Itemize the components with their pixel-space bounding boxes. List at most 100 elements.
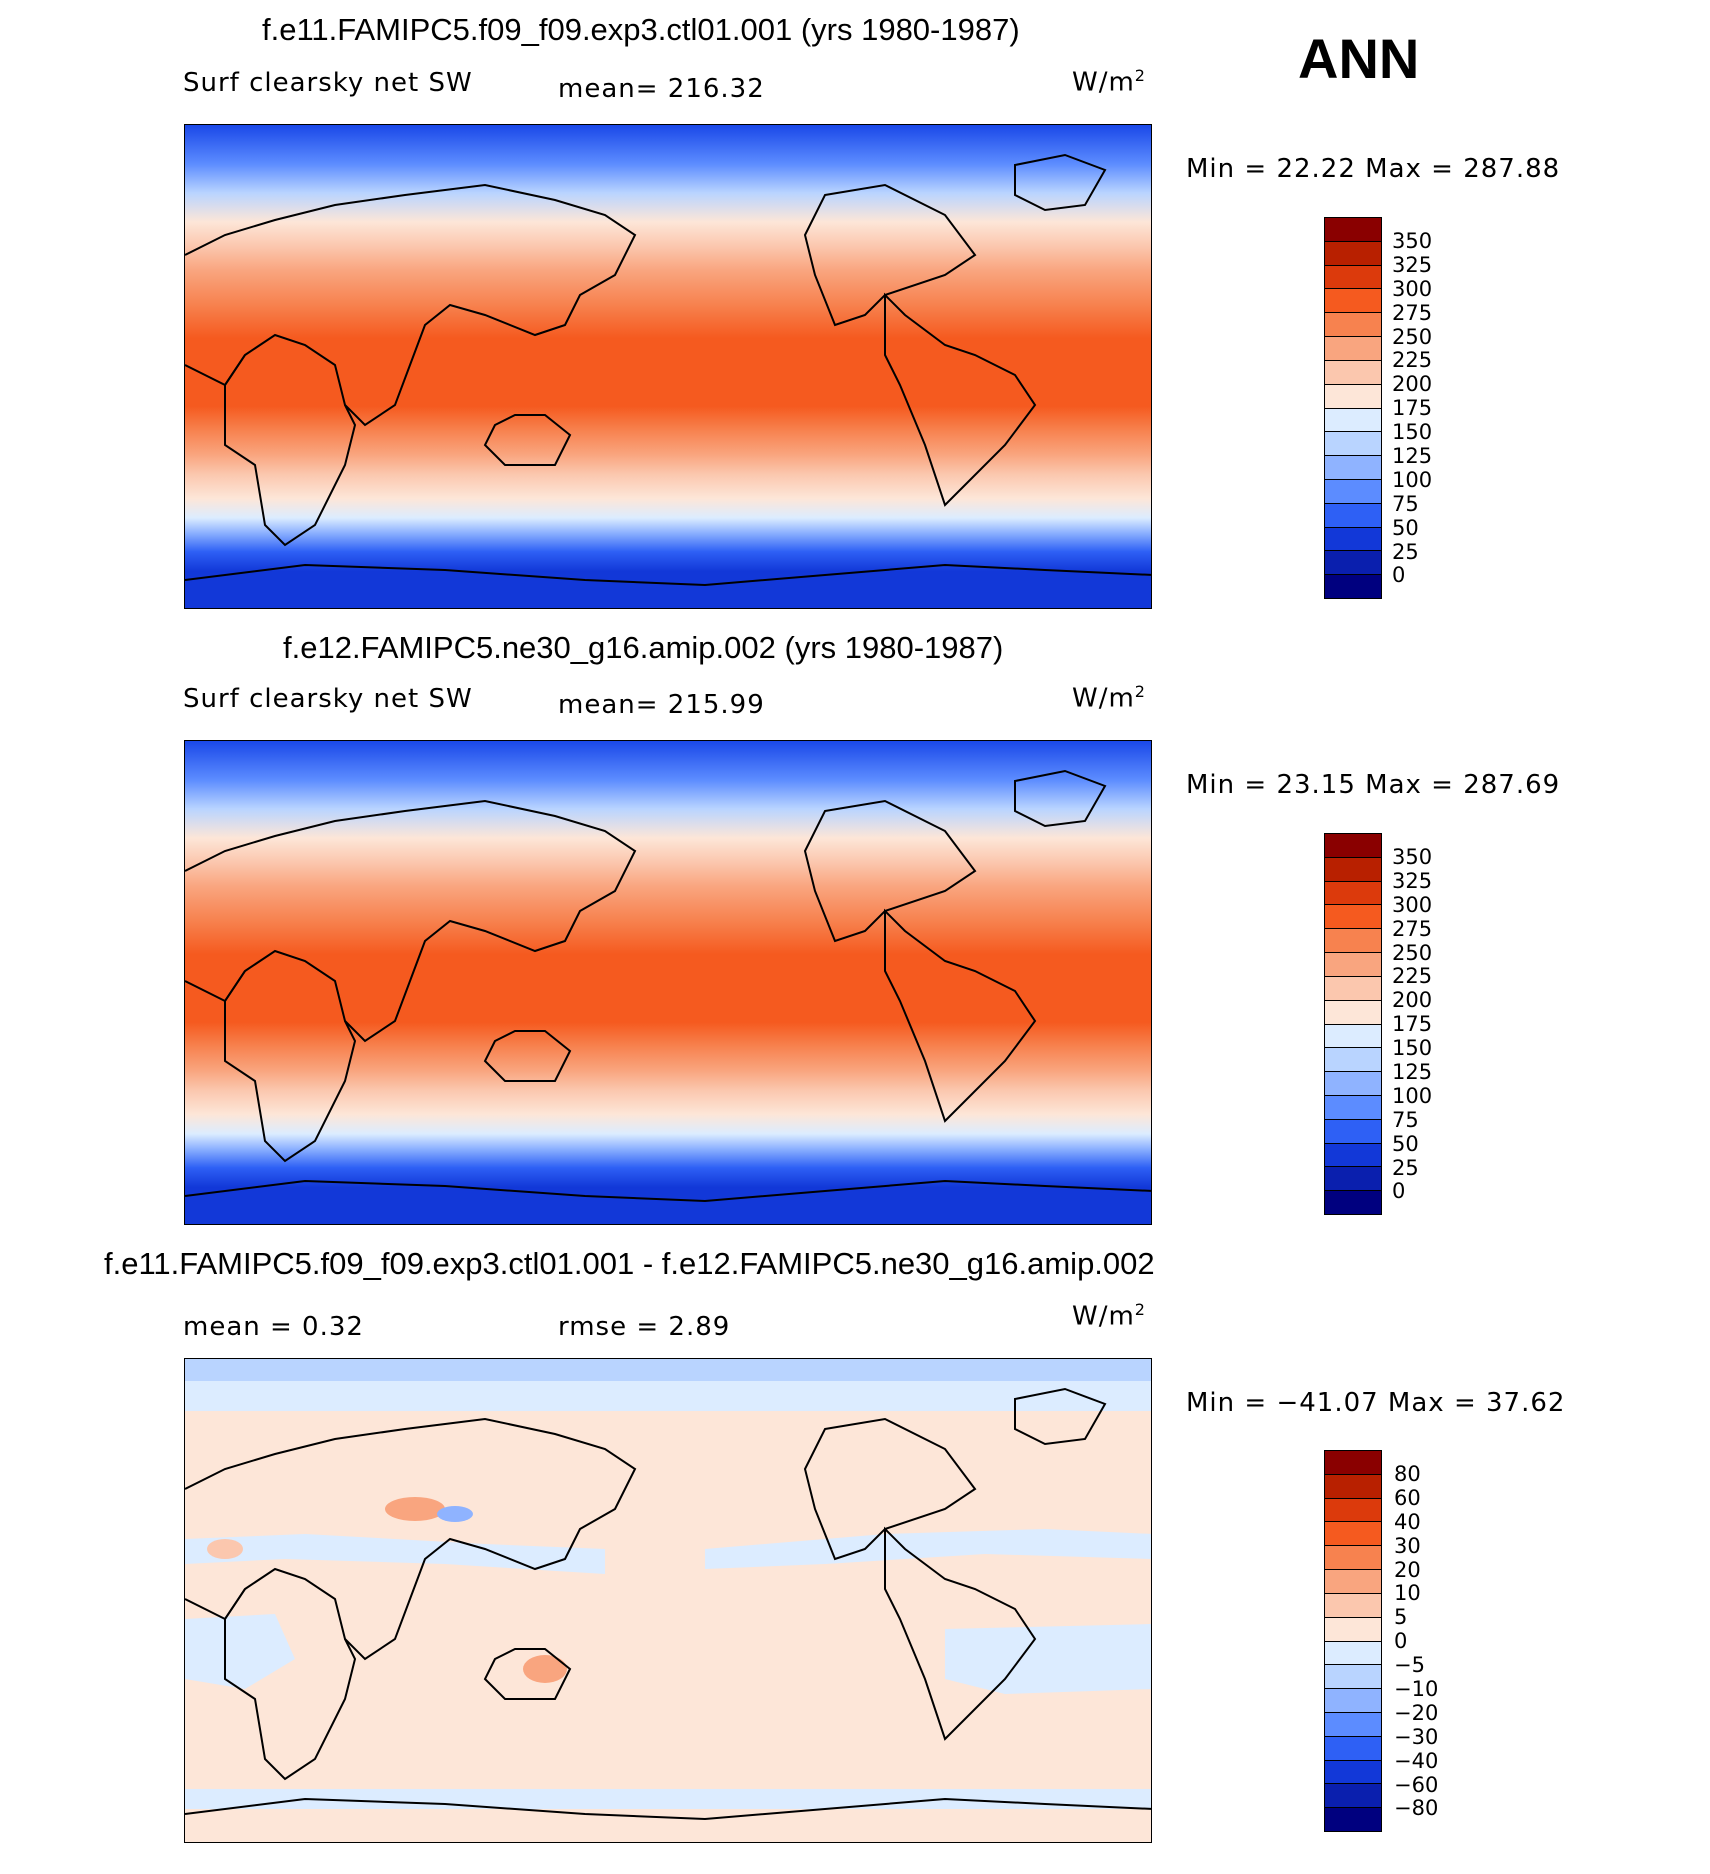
cb-tick: 150 bbox=[1392, 420, 1433, 445]
cb-tick: 0 bbox=[1392, 1179, 1406, 1204]
panel-3-map-svg bbox=[185, 1359, 1151, 1842]
panel-1-colorbar bbox=[1324, 217, 1382, 599]
cb-tick: 250 bbox=[1392, 940, 1433, 965]
panel-2-mean: mean= 215.99 bbox=[558, 690, 765, 720]
cb-tick: 10 bbox=[1394, 1581, 1421, 1606]
cb3-swatch bbox=[1325, 1689, 1381, 1713]
panel-2-variable: Surf clearsky net SW bbox=[183, 684, 473, 714]
cb-tick: −5 bbox=[1394, 1653, 1425, 1678]
cb-tick: 125 bbox=[1392, 1060, 1433, 1085]
cb2-swatch bbox=[1325, 881, 1381, 906]
cb-tick: 300 bbox=[1392, 892, 1433, 917]
cb3-swatch bbox=[1325, 1808, 1381, 1831]
cb-tick: 75 bbox=[1392, 491, 1419, 516]
cb-tick: 350 bbox=[1392, 845, 1433, 869]
cb-tick: 80 bbox=[1394, 1462, 1421, 1486]
cb1-swatch bbox=[1325, 265, 1381, 290]
panel-3-colorbar-labels: 80 60 40 30 20 10 5 0 −5 −10 −20 −30 −40… bbox=[1394, 1462, 1438, 1820]
cb2-swatch bbox=[1325, 1095, 1381, 1120]
cb1-swatch bbox=[1325, 527, 1381, 552]
season-label: ANN bbox=[1298, 27, 1420, 90]
cb-tick: −60 bbox=[1394, 1772, 1439, 1797]
cb3-swatch bbox=[1325, 1784, 1381, 1809]
panel-2-map-svg bbox=[185, 741, 1151, 1224]
cb-tick: 40 bbox=[1394, 1509, 1421, 1534]
cb2-swatch bbox=[1325, 976, 1381, 1001]
cb2-swatch bbox=[1325, 1167, 1381, 1192]
cb2-swatch bbox=[1325, 1143, 1381, 1168]
cb2-swatch bbox=[1325, 1191, 1381, 1214]
panel-2-colorbar-labels: 350 325 300 275 250 225 200 175 150 125 … bbox=[1392, 845, 1432, 1203]
cb-tick: 200 bbox=[1392, 988, 1433, 1013]
cb-tick: 325 bbox=[1392, 868, 1433, 893]
cb2-swatch bbox=[1325, 905, 1381, 930]
cb1-swatch bbox=[1325, 432, 1381, 457]
panel-3-title: f.e11.FAMIPC5.f09_f09.exp3.ctl01.001 - f… bbox=[104, 1246, 1155, 1281]
panel-3-colorbar bbox=[1324, 1450, 1382, 1832]
panel-1-units: W/m2 bbox=[1072, 66, 1146, 98]
cb-tick: 125 bbox=[1392, 444, 1433, 469]
cb1-swatch bbox=[1325, 360, 1381, 385]
panel-1-mean: mean= 216.32 bbox=[558, 74, 765, 104]
cb-tick: 0 bbox=[1394, 1629, 1408, 1654]
cb-tick: 225 bbox=[1392, 964, 1433, 989]
cb2-swatch bbox=[1325, 929, 1381, 954]
cb3-swatch bbox=[1325, 1546, 1381, 1571]
panel-3-units: W/m2 bbox=[1072, 1300, 1146, 1332]
panel-2-map bbox=[184, 740, 1152, 1225]
cb1-swatch bbox=[1325, 384, 1381, 409]
cb-tick: 25 bbox=[1392, 1155, 1419, 1180]
panel-3-map bbox=[184, 1358, 1152, 1843]
cb3-swatch bbox=[1325, 1474, 1381, 1499]
cb-tick: 50 bbox=[1392, 515, 1419, 540]
panel-2-title: f.e12.FAMIPC5.ne30_g16.amip.002 (yrs 198… bbox=[283, 630, 1004, 665]
cb1-swatch bbox=[1325, 503, 1381, 528]
cb-tick: 325 bbox=[1392, 252, 1433, 277]
cb-tick: 100 bbox=[1392, 467, 1433, 492]
cb1-swatch bbox=[1325, 313, 1381, 338]
cb-tick: 275 bbox=[1392, 300, 1433, 325]
cb2-swatch bbox=[1325, 857, 1381, 882]
cb-tick: 150 bbox=[1392, 1036, 1433, 1061]
cb3-swatch bbox=[1325, 1617, 1381, 1642]
cb1-swatch bbox=[1325, 575, 1381, 598]
panel-3-minmax: Min = −41.07 Max = 37.62 bbox=[1186, 1388, 1566, 1418]
cb3-swatch bbox=[1325, 1593, 1381, 1618]
panel-2-units: W/m2 bbox=[1072, 682, 1146, 714]
panel-3-mean: mean = 0.32 bbox=[183, 1312, 364, 1342]
coastlines bbox=[185, 153, 1151, 587]
panel-1-minmax: Min = 22.22 Max = 287.88 bbox=[1186, 154, 1561, 184]
panel-2-colorbar bbox=[1324, 833, 1382, 1215]
panel-1-map bbox=[184, 124, 1152, 609]
cb-tick: 250 bbox=[1392, 324, 1433, 349]
cb3-swatch bbox=[1325, 1641, 1381, 1666]
cb-tick: −10 bbox=[1394, 1677, 1439, 1702]
cb-tick: 50 bbox=[1392, 1131, 1419, 1156]
cb-tick: 100 bbox=[1392, 1083, 1433, 1108]
cb3-swatch bbox=[1325, 1736, 1381, 1761]
cb1-swatch bbox=[1325, 408, 1381, 433]
cb1-swatch bbox=[1325, 218, 1381, 242]
cb3-swatch bbox=[1325, 1522, 1381, 1547]
cb3-swatch bbox=[1325, 1451, 1381, 1475]
cb-tick: 5 bbox=[1394, 1605, 1408, 1630]
panel-3-rmse: rmse = 2.89 bbox=[558, 1312, 731, 1342]
cb2-swatch bbox=[1325, 1072, 1381, 1096]
panel-2-minmax: Min = 23.15 Max = 287.69 bbox=[1186, 770, 1561, 800]
cb-tick: −80 bbox=[1394, 1796, 1439, 1821]
panel-1-title: f.e11.FAMIPC5.f09_f09.exp3.ctl01.001 (yr… bbox=[262, 12, 1020, 47]
cb2-swatch bbox=[1325, 953, 1381, 977]
cb-tick: 75 bbox=[1392, 1107, 1419, 1132]
cb2-swatch bbox=[1325, 834, 1381, 858]
cb3-swatch bbox=[1325, 1570, 1381, 1594]
cb3-swatch bbox=[1325, 1760, 1381, 1785]
panel-1-map-svg bbox=[185, 125, 1151, 608]
cb-tick: 175 bbox=[1392, 1012, 1433, 1037]
cb-tick: 20 bbox=[1394, 1557, 1421, 1582]
cb-tick: 175 bbox=[1392, 396, 1433, 421]
cb1-swatch bbox=[1325, 479, 1381, 504]
cb-tick: 350 bbox=[1392, 229, 1433, 253]
cb-tick: 275 bbox=[1392, 916, 1433, 941]
panel-1-variable: Surf clearsky net SW bbox=[183, 68, 473, 98]
cb1-swatch bbox=[1325, 289, 1381, 314]
